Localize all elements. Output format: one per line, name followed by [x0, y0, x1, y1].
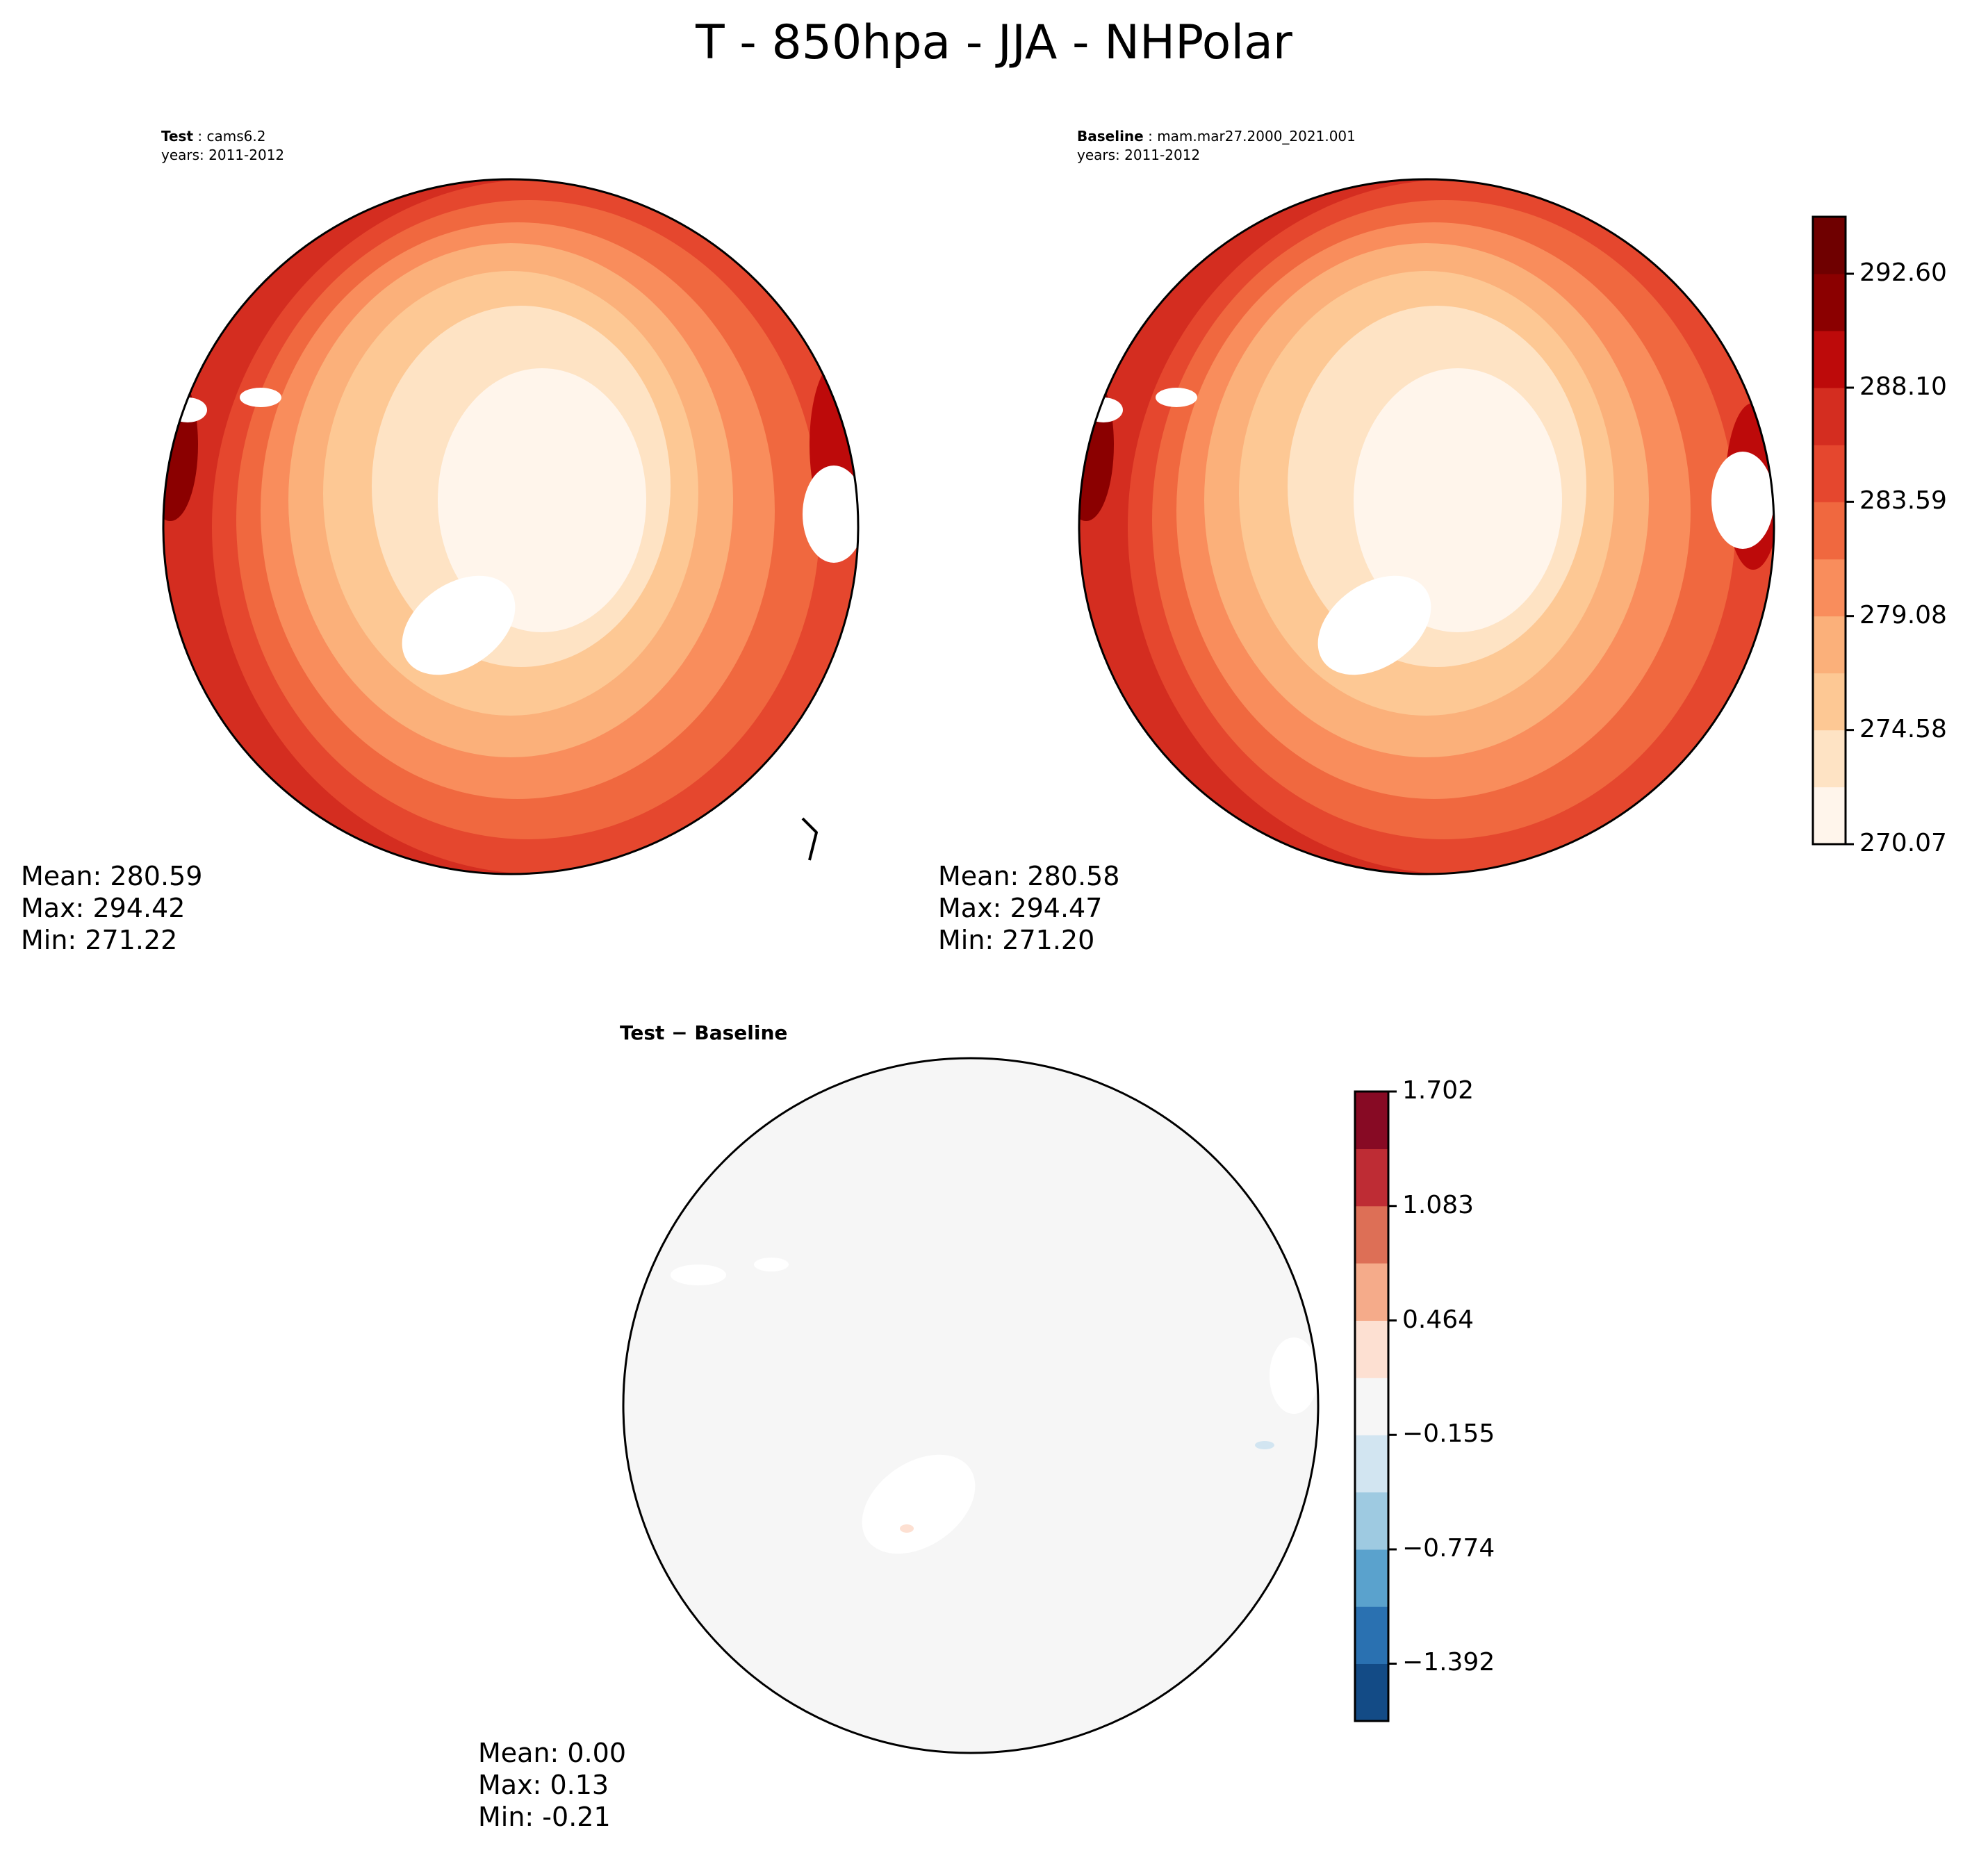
difference-colorbar-tick-label: −1.392 [1402, 1648, 1495, 1677]
difference-colorbar-tick-label: −0.155 [1402, 1419, 1495, 1449]
temperature-colorbar-segment [1813, 330, 1846, 388]
difference-stats: Mean: 0.00 Max: 0.13 Min: -0.21 [478, 1737, 626, 1833]
difference-colorbar-segment [1355, 1435, 1388, 1492]
difference-panel-title: Test − Baseline [620, 1021, 788, 1044]
temperature-colorbar-tick-label: 270.07 [1859, 829, 1947, 857]
baseline-name: mam.mar27.2000_2021.001 [1157, 128, 1356, 145]
baseline-max: Max: 294.47 [938, 893, 1103, 923]
difference-max: Max: 0.13 [478, 1770, 609, 1800]
baseline-years: years: 2011-2012 [1077, 147, 1201, 163]
difference-colorbar-segment [1355, 1262, 1388, 1321]
temperature-colorbar-segment [1813, 502, 1846, 560]
difference-colorbar-segment [1355, 1148, 1388, 1207]
difference-colorbar-segment [1355, 1663, 1388, 1722]
test-map-border [162, 178, 860, 875]
difference-map [623, 1058, 1318, 1753]
difference-colorbar-tick-label: 1.702 [1402, 1076, 1474, 1105]
test-max: Max: 294.42 [21, 893, 186, 923]
difference-colorbar-segment [1355, 1492, 1388, 1550]
test-label: Test [161, 128, 194, 145]
baseline-min: Min: 271.20 [938, 925, 1095, 955]
baseline-map-border [1078, 178, 1775, 875]
temperature-colorbar-segment [1813, 217, 1846, 274]
difference-colorbar [1354, 1090, 1397, 1722]
difference-colorbar-segment [1355, 1606, 1388, 1664]
temperature-colorbar-segment [1813, 273, 1846, 331]
difference-colorbar-segment [1355, 1549, 1388, 1607]
difference-colorbar-tick-label: 0.464 [1402, 1305, 1474, 1334]
difference-colorbar-segment [1355, 1205, 1388, 1264]
temperature-colorbar-tick-label: 274.58 [1859, 714, 1947, 743]
test-panel-header: Test : cams6.2 years: 2011-2012 [161, 128, 285, 163]
difference-colorbar-segment [1355, 1092, 1388, 1150]
temperature-colorbar-segment [1813, 445, 1846, 502]
difference-mean: Mean: 0.00 [478, 1738, 627, 1768]
temperature-colorbar-segment [1813, 673, 1846, 731]
temperature-colorbar-tick-label: 292.60 [1859, 258, 1947, 287]
test-map [163, 179, 858, 874]
baseline-map [1079, 179, 1774, 874]
difference-colorbar-tick-label: −0.774 [1402, 1534, 1495, 1563]
baseline-label: Baseline [1077, 128, 1144, 145]
difference-colorbar-border [1354, 1090, 1390, 1722]
temperature-colorbar-segment [1813, 559, 1846, 617]
temperature-colorbar-tick-label: 279.08 [1859, 600, 1947, 629]
temperature-colorbar-segment [1813, 730, 1846, 788]
difference-colorbar-segment [1355, 1320, 1388, 1378]
figure-title: T - 850hpa - JJA - NHPolar [696, 15, 1292, 70]
test-min: Min: 271.22 [21, 925, 178, 955]
test-mean: Mean: 280.59 [21, 861, 203, 891]
difference-min: Min: -0.21 [478, 1802, 611, 1832]
temperature-colorbar-segment [1813, 787, 1846, 845]
baseline-panel-header: Baseline : mam.mar27.2000_2021.001 years… [1077, 128, 1356, 163]
temperature-colorbar-segment [1813, 616, 1846, 674]
difference-colorbar-tick-label: 1.083 [1402, 1190, 1474, 1219]
difference-colorbar-segment [1355, 1377, 1388, 1435]
temperature-colorbar [1812, 215, 1854, 846]
baseline-stats: Mean: 280.58 Max: 294.47 Min: 271.20 [938, 860, 1119, 956]
test-years: years: 2011-2012 [161, 147, 285, 163]
baseline-mean: Mean: 280.58 [938, 861, 1120, 891]
temperature-colorbar-tick-label: 283.59 [1859, 486, 1947, 516]
test-name: cams6.2 [206, 128, 266, 145]
test-stats: Mean: 280.59 Max: 294.42 Min: 271.22 [21, 860, 202, 956]
temperature-colorbar-tick-label: 288.10 [1859, 372, 1947, 401]
difference-map-border [622, 1057, 1320, 1754]
temperature-colorbar-segment [1813, 387, 1846, 445]
temperature-colorbar-border [1812, 215, 1847, 846]
